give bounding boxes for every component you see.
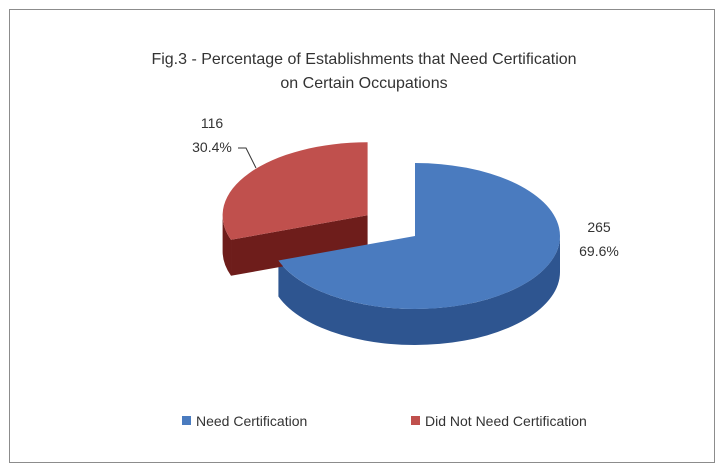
slice-side-did-not-need-certification <box>222 215 232 276</box>
labels-layer: 265 69.6% 116 30.4% <box>192 115 619 259</box>
slices-layer <box>222 142 560 345</box>
leader-line-did-not-need-certification <box>238 147 257 169</box>
legend-label-did-not-need-certification: Did Not Need Certification <box>425 413 587 429</box>
data-label-percent-did-not-need-certification: 30.4% <box>192 139 232 155</box>
chart-title: Fig.3 - Percentage of Establishments tha… <box>0 48 728 96</box>
chart-title-line-1: Fig.3 - Percentage of Establishments tha… <box>151 51 577 68</box>
slice-did-not-need-certification <box>222 142 368 240</box>
legend-item-did-not-need-certification: Did Not Need Certification <box>411 413 587 429</box>
legend-swatch-did-not-need-certification <box>411 416 420 425</box>
slice-side-need-certification <box>278 236 560 345</box>
slice-need-certification <box>278 163 560 309</box>
data-label-percent-need-certification: 69.6% <box>579 243 619 259</box>
data-label-value-need-certification: 265 <box>587 219 611 235</box>
slice-wall-did-not-need-certification-0 <box>231 215 368 276</box>
chart-title-line-2: on Certain Occupations <box>280 75 448 92</box>
legend-swatch-need-certification <box>182 416 191 425</box>
legend: Need Certification Did Not Need Certifica… <box>182 413 587 429</box>
data-label-value-did-not-need-certification: 116 <box>201 115 224 131</box>
legend-label-need-certification: Need Certification <box>196 413 307 429</box>
legend-item-need-certification: Need Certification <box>182 413 307 429</box>
